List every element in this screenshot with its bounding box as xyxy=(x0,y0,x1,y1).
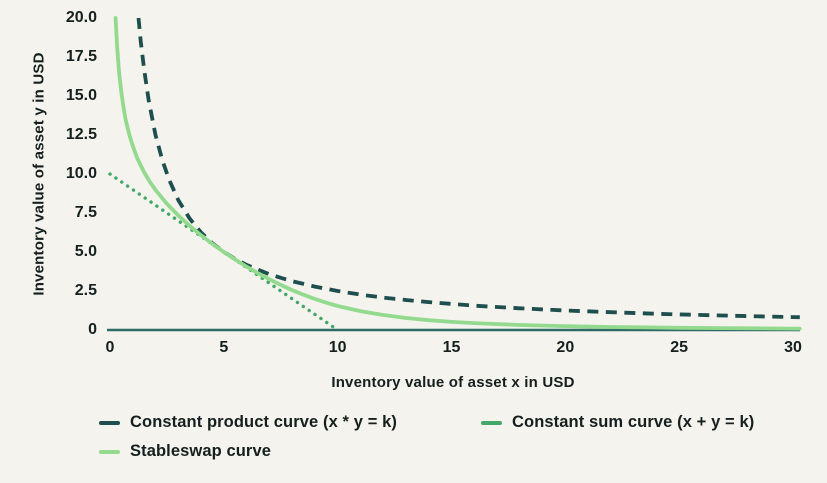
legend-marker-icon xyxy=(99,420,120,425)
legend-item-0: Constant product curve (x * y = k) xyxy=(99,413,481,432)
y-tick: 5.0 xyxy=(74,243,97,260)
curve-0 xyxy=(136,17,800,320)
legend-marker-icon xyxy=(481,420,502,425)
x-tick: 0 xyxy=(105,339,115,356)
x-tick: 30 xyxy=(784,339,802,356)
legend-label: Constant sum curve (x + y = k) xyxy=(512,413,755,431)
y-tick: 15.0 xyxy=(65,87,97,104)
y-tick: 17.5 xyxy=(65,48,97,65)
x-tick: 20 xyxy=(556,339,575,356)
y-tick: 0 xyxy=(88,321,97,338)
legend-label: Constant product curve (x * y = k) xyxy=(130,413,397,431)
y-tick: 2.5 xyxy=(74,282,97,299)
y-tick: 10.0 xyxy=(65,165,97,182)
legend: Constant product curve (x * y = k) Consta… xyxy=(99,413,809,461)
y-tick: 20.0 xyxy=(65,9,97,26)
legend-marker-icon xyxy=(99,449,120,454)
x-tick: 10 xyxy=(328,339,347,356)
curve-2 xyxy=(113,16,802,331)
x-tick: 15 xyxy=(442,339,461,356)
y-tick: 7.5 xyxy=(74,204,97,221)
x-tick: 5 xyxy=(219,339,229,356)
legend-label: Stableswap curve xyxy=(130,442,271,460)
y-tick: 12.5 xyxy=(65,126,97,143)
legend-item-1: Constant sum curve (x + y = k) xyxy=(481,413,809,432)
legend-item-2: Stableswap curve xyxy=(99,442,481,461)
x-tick: 25 xyxy=(670,339,689,356)
x-axis-label: Inventory value of asset x in USD xyxy=(331,374,575,391)
